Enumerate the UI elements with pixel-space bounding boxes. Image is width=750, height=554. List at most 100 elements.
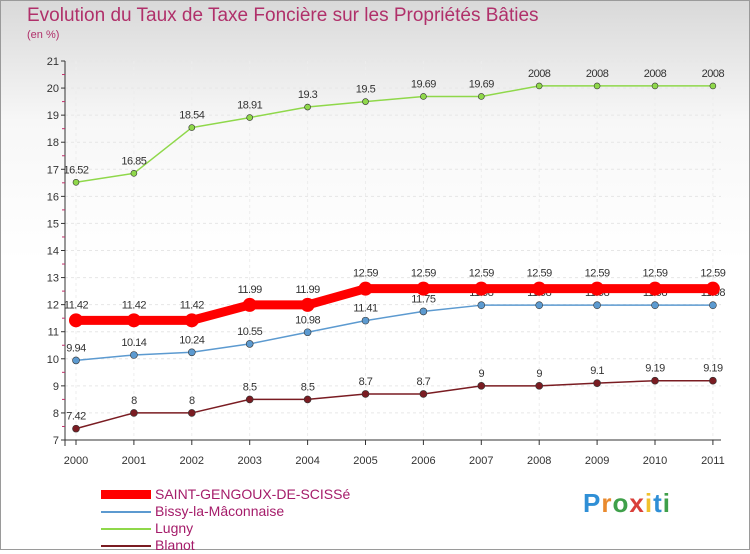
data-label: 8.5: [301, 381, 315, 393]
data-label: 8.5: [243, 381, 257, 393]
data-point: [188, 124, 196, 131]
series-line: [75, 85, 713, 184]
brand-letter: i: [662, 488, 671, 518]
y-tick-label: 19: [47, 110, 59, 122]
data-label: 2008: [702, 68, 725, 80]
series-line: [76, 284, 713, 325]
data-label: 11.75: [411, 293, 436, 305]
data-point: [709, 301, 717, 309]
data-point: [709, 82, 717, 90]
brand-letter: t: [653, 488, 663, 518]
data-label: 19.5: [356, 84, 376, 96]
data-label: 16.52: [63, 164, 88, 176]
data-label: 11.41: [353, 303, 378, 315]
data-point: [651, 376, 659, 385]
data-point: [126, 313, 141, 328]
data-point: [477, 93, 485, 100]
x-tick-label: 2000: [64, 455, 88, 467]
data-point: [535, 82, 543, 90]
data-point: [593, 379, 601, 387]
data-label: 2008: [644, 68, 667, 80]
data-point: [130, 409, 138, 417]
data-point: [304, 103, 311, 111]
data-point: [477, 382, 486, 390]
y-tick-label: 7: [53, 435, 59, 447]
data-point: [130, 351, 138, 359]
data-label: 12.59: [469, 268, 494, 280]
data-label: 16.85: [121, 155, 146, 167]
x-tick-label: 2010: [643, 455, 667, 467]
data-point: [361, 390, 370, 398]
legend-label: Blanot: [155, 537, 195, 553]
x-tick-label: 2007: [469, 455, 493, 467]
y-tick-label: 15: [47, 218, 59, 230]
y-tick-label: 20: [47, 83, 59, 95]
data-label: 12.59: [642, 268, 667, 280]
series-line: [75, 379, 713, 430]
data-point: [535, 382, 544, 390]
data-point: [362, 98, 369, 105]
data-label: 12.59: [700, 268, 725, 280]
data-point: [477, 301, 486, 309]
data-point: [532, 281, 547, 296]
x-tick-label: 2009: [585, 455, 609, 467]
brand-letter: P: [583, 488, 602, 518]
data-point: [69, 313, 83, 328]
data-label: 11.42: [122, 299, 147, 311]
data-point: [72, 424, 80, 433]
data-point: [593, 301, 601, 309]
y-tick-label: 21: [47, 56, 59, 68]
legend-swatch: [101, 545, 151, 547]
data-point: [474, 281, 489, 296]
data-point: [651, 82, 659, 90]
data-label: 9: [478, 368, 484, 380]
y-tick-label: 11: [48, 327, 59, 339]
data-point: [130, 170, 138, 177]
data-label: 8.7: [417, 376, 431, 388]
data-point: [593, 82, 601, 90]
data-point: [246, 114, 253, 121]
x-tick-label: 2002: [180, 455, 204, 467]
x-tick-label: 2004: [295, 455, 319, 467]
data-label: 8.7: [359, 376, 373, 388]
chart-subtitle: (en %): [27, 29, 60, 41]
y-tick-label: 10: [47, 354, 59, 366]
data-label: 9.19: [645, 363, 665, 375]
data-point: [242, 297, 257, 312]
x-tick-label: 2001: [122, 455, 146, 467]
data-label: 19.69: [469, 78, 494, 90]
legend-swatch: [101, 511, 151, 513]
data-label: 11.42: [64, 299, 89, 311]
y-tick-label: 16: [47, 191, 59, 203]
y-tick-label: 17: [47, 164, 59, 176]
brand-letter: o: [612, 488, 630, 518]
data-label: 12.59: [585, 268, 610, 280]
data-label: 18.54: [179, 110, 204, 122]
data-label: 9: [536, 368, 542, 380]
y-tick-label: 12: [47, 300, 59, 312]
x-tick-label: 2008: [527, 455, 551, 467]
data-label: 18.91: [237, 100, 262, 112]
data-point: [184, 313, 199, 328]
chart-title: Evolution du Taux de Taxe Foncière sur l…: [27, 5, 539, 26]
data-point: [303, 395, 312, 404]
data-label: 10.14: [121, 337, 146, 349]
brand-letter: i: [644, 488, 654, 518]
data-point: [705, 281, 720, 296]
data-label: 12.59: [527, 268, 552, 280]
data-point: [245, 395, 254, 404]
data-point: [188, 409, 196, 417]
data-label: 10.98: [295, 314, 320, 326]
brand-letter: r: [601, 488, 613, 518]
data-point: [245, 340, 254, 348]
y-tick-label: 14: [47, 246, 59, 258]
data-point: [303, 328, 312, 337]
data-label: 7.42: [66, 411, 86, 423]
data-point: [648, 281, 662, 296]
data-label: 10.24: [179, 334, 204, 346]
brand-letter: x: [629, 488, 645, 518]
data-point: [72, 178, 80, 186]
data-point: [419, 307, 428, 316]
